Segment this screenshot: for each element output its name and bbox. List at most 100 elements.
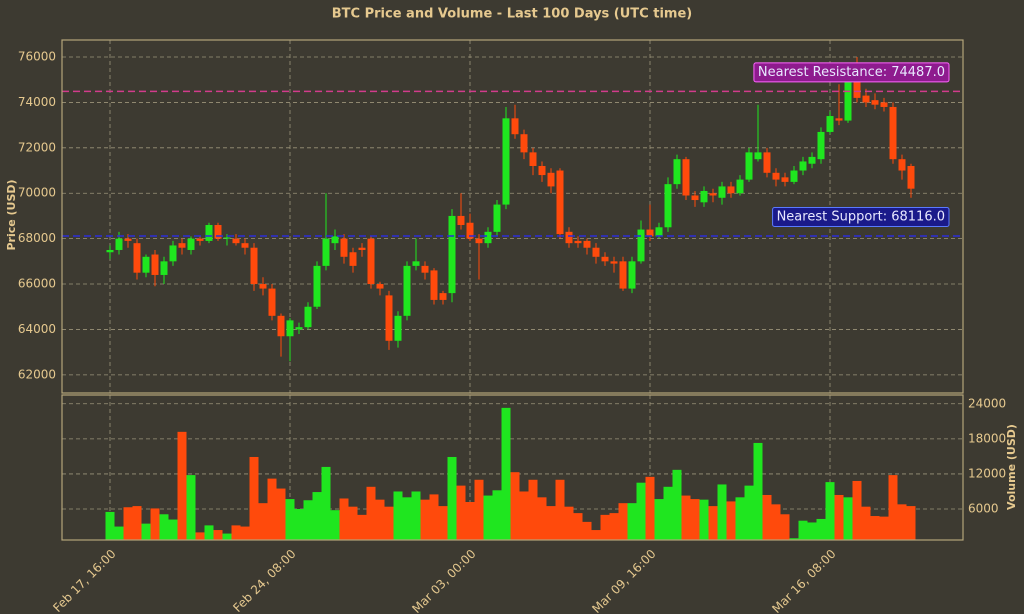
volume-bar bbox=[726, 501, 736, 540]
candle-body bbox=[754, 152, 762, 160]
candle-body bbox=[889, 106, 897, 160]
candle-body bbox=[646, 229, 654, 237]
candle-body bbox=[223, 237, 231, 239]
candle-body bbox=[718, 186, 726, 198]
candle-body bbox=[484, 231, 492, 244]
volume-bar bbox=[573, 513, 583, 540]
volume-bar bbox=[204, 525, 214, 540]
candle-body bbox=[268, 288, 276, 316]
candle-body bbox=[196, 238, 204, 241]
volume-bar bbox=[150, 508, 160, 540]
volume-bar bbox=[420, 499, 430, 540]
candle-body bbox=[502, 118, 510, 205]
candle-body bbox=[340, 238, 348, 257]
candle-body bbox=[898, 159, 906, 171]
y2-tick-label: 12000 bbox=[968, 466, 1006, 480]
volume-bar bbox=[771, 504, 781, 540]
volume-bar bbox=[798, 520, 808, 540]
volume-bar bbox=[177, 431, 187, 540]
candle-body bbox=[700, 190, 708, 203]
volume-bar bbox=[654, 499, 664, 540]
volume-bar bbox=[879, 516, 889, 540]
candle-body bbox=[853, 81, 861, 98]
candle-body bbox=[637, 229, 645, 262]
volume-bar bbox=[483, 495, 493, 540]
candle-body bbox=[259, 284, 267, 289]
volume-bar bbox=[258, 503, 268, 540]
candle-body bbox=[799, 161, 807, 171]
volume-bar bbox=[699, 499, 709, 540]
y-tick-label: 72000 bbox=[18, 140, 56, 154]
candle-body bbox=[106, 249, 114, 253]
volume-bar bbox=[276, 488, 286, 540]
volume-bar bbox=[492, 490, 502, 540]
y-tick-label: 76000 bbox=[18, 50, 56, 64]
candle-body bbox=[835, 118, 843, 121]
volume-bar bbox=[375, 499, 385, 540]
candle-body bbox=[790, 170, 798, 182]
volume-bar bbox=[600, 514, 610, 540]
volume-bar bbox=[141, 523, 151, 540]
y2-axis-label: Volume (USD) bbox=[1005, 424, 1018, 510]
volume-bar bbox=[663, 486, 673, 540]
candle-body bbox=[529, 152, 537, 166]
candle-body bbox=[376, 284, 384, 289]
volume-bar bbox=[447, 456, 457, 540]
candle-body bbox=[709, 193, 717, 196]
candle-body bbox=[520, 134, 528, 153]
candle-body bbox=[763, 152, 771, 173]
candle-body bbox=[232, 238, 240, 244]
volume-bar bbox=[231, 525, 241, 540]
volume-bar bbox=[294, 509, 304, 540]
volume-bar bbox=[195, 532, 205, 540]
volume-bar bbox=[735, 497, 745, 540]
volume-bar bbox=[366, 486, 376, 540]
candle-body bbox=[574, 240, 582, 244]
candle-body bbox=[421, 265, 429, 273]
volume-bar bbox=[717, 484, 727, 540]
volume-bar bbox=[780, 514, 790, 540]
candle-body bbox=[466, 222, 474, 239]
volume-bar bbox=[843, 497, 853, 540]
candle-body bbox=[241, 243, 249, 248]
volume-bar bbox=[465, 501, 475, 540]
x-tick-label: Mar 03, 00:00 bbox=[409, 547, 478, 614]
volume-bar bbox=[870, 516, 880, 540]
annotation-text: Nearest Support: 68116.0 bbox=[777, 210, 945, 225]
volume-bar bbox=[222, 533, 232, 540]
volume-bar bbox=[312, 492, 322, 540]
volume-bar bbox=[267, 478, 277, 540]
y-tick-label: 70000 bbox=[18, 186, 56, 200]
candle-body bbox=[142, 256, 150, 273]
y-axis-label: Price (USD) bbox=[5, 179, 18, 250]
candle-body bbox=[313, 265, 321, 307]
candle-body bbox=[682, 159, 690, 196]
candle-body bbox=[448, 215, 456, 294]
volume-bar bbox=[186, 475, 196, 540]
volume-bar bbox=[510, 472, 520, 540]
volume-bar bbox=[330, 510, 340, 540]
chart-title: BTC Price and Volume - Last 100 Days (UT… bbox=[332, 7, 692, 22]
candle-body bbox=[727, 186, 735, 194]
volume-bar bbox=[528, 479, 538, 540]
volume-bar bbox=[411, 491, 421, 540]
candle-body bbox=[556, 170, 564, 235]
volume-bar bbox=[339, 498, 349, 540]
volume-bar bbox=[636, 482, 646, 540]
volume-bar bbox=[393, 491, 403, 540]
volume-bar bbox=[897, 504, 907, 540]
annotation-box bbox=[772, 207, 950, 228]
candle-body bbox=[583, 240, 591, 248]
candle-body bbox=[736, 179, 744, 194]
volume-bar bbox=[240, 526, 250, 540]
volume-bar bbox=[123, 507, 133, 540]
volume-bar bbox=[384, 506, 394, 540]
x-tick-label: Mar 09, 16:00 bbox=[589, 547, 658, 614]
candle-body bbox=[781, 177, 789, 182]
candle-body bbox=[160, 261, 168, 275]
candle-body bbox=[664, 184, 672, 228]
volume-bar bbox=[105, 511, 115, 540]
volume-bar bbox=[546, 506, 556, 540]
candle-body bbox=[655, 227, 663, 237]
annotation-text: Nearest Resistance: 74487.0 bbox=[758, 65, 945, 80]
